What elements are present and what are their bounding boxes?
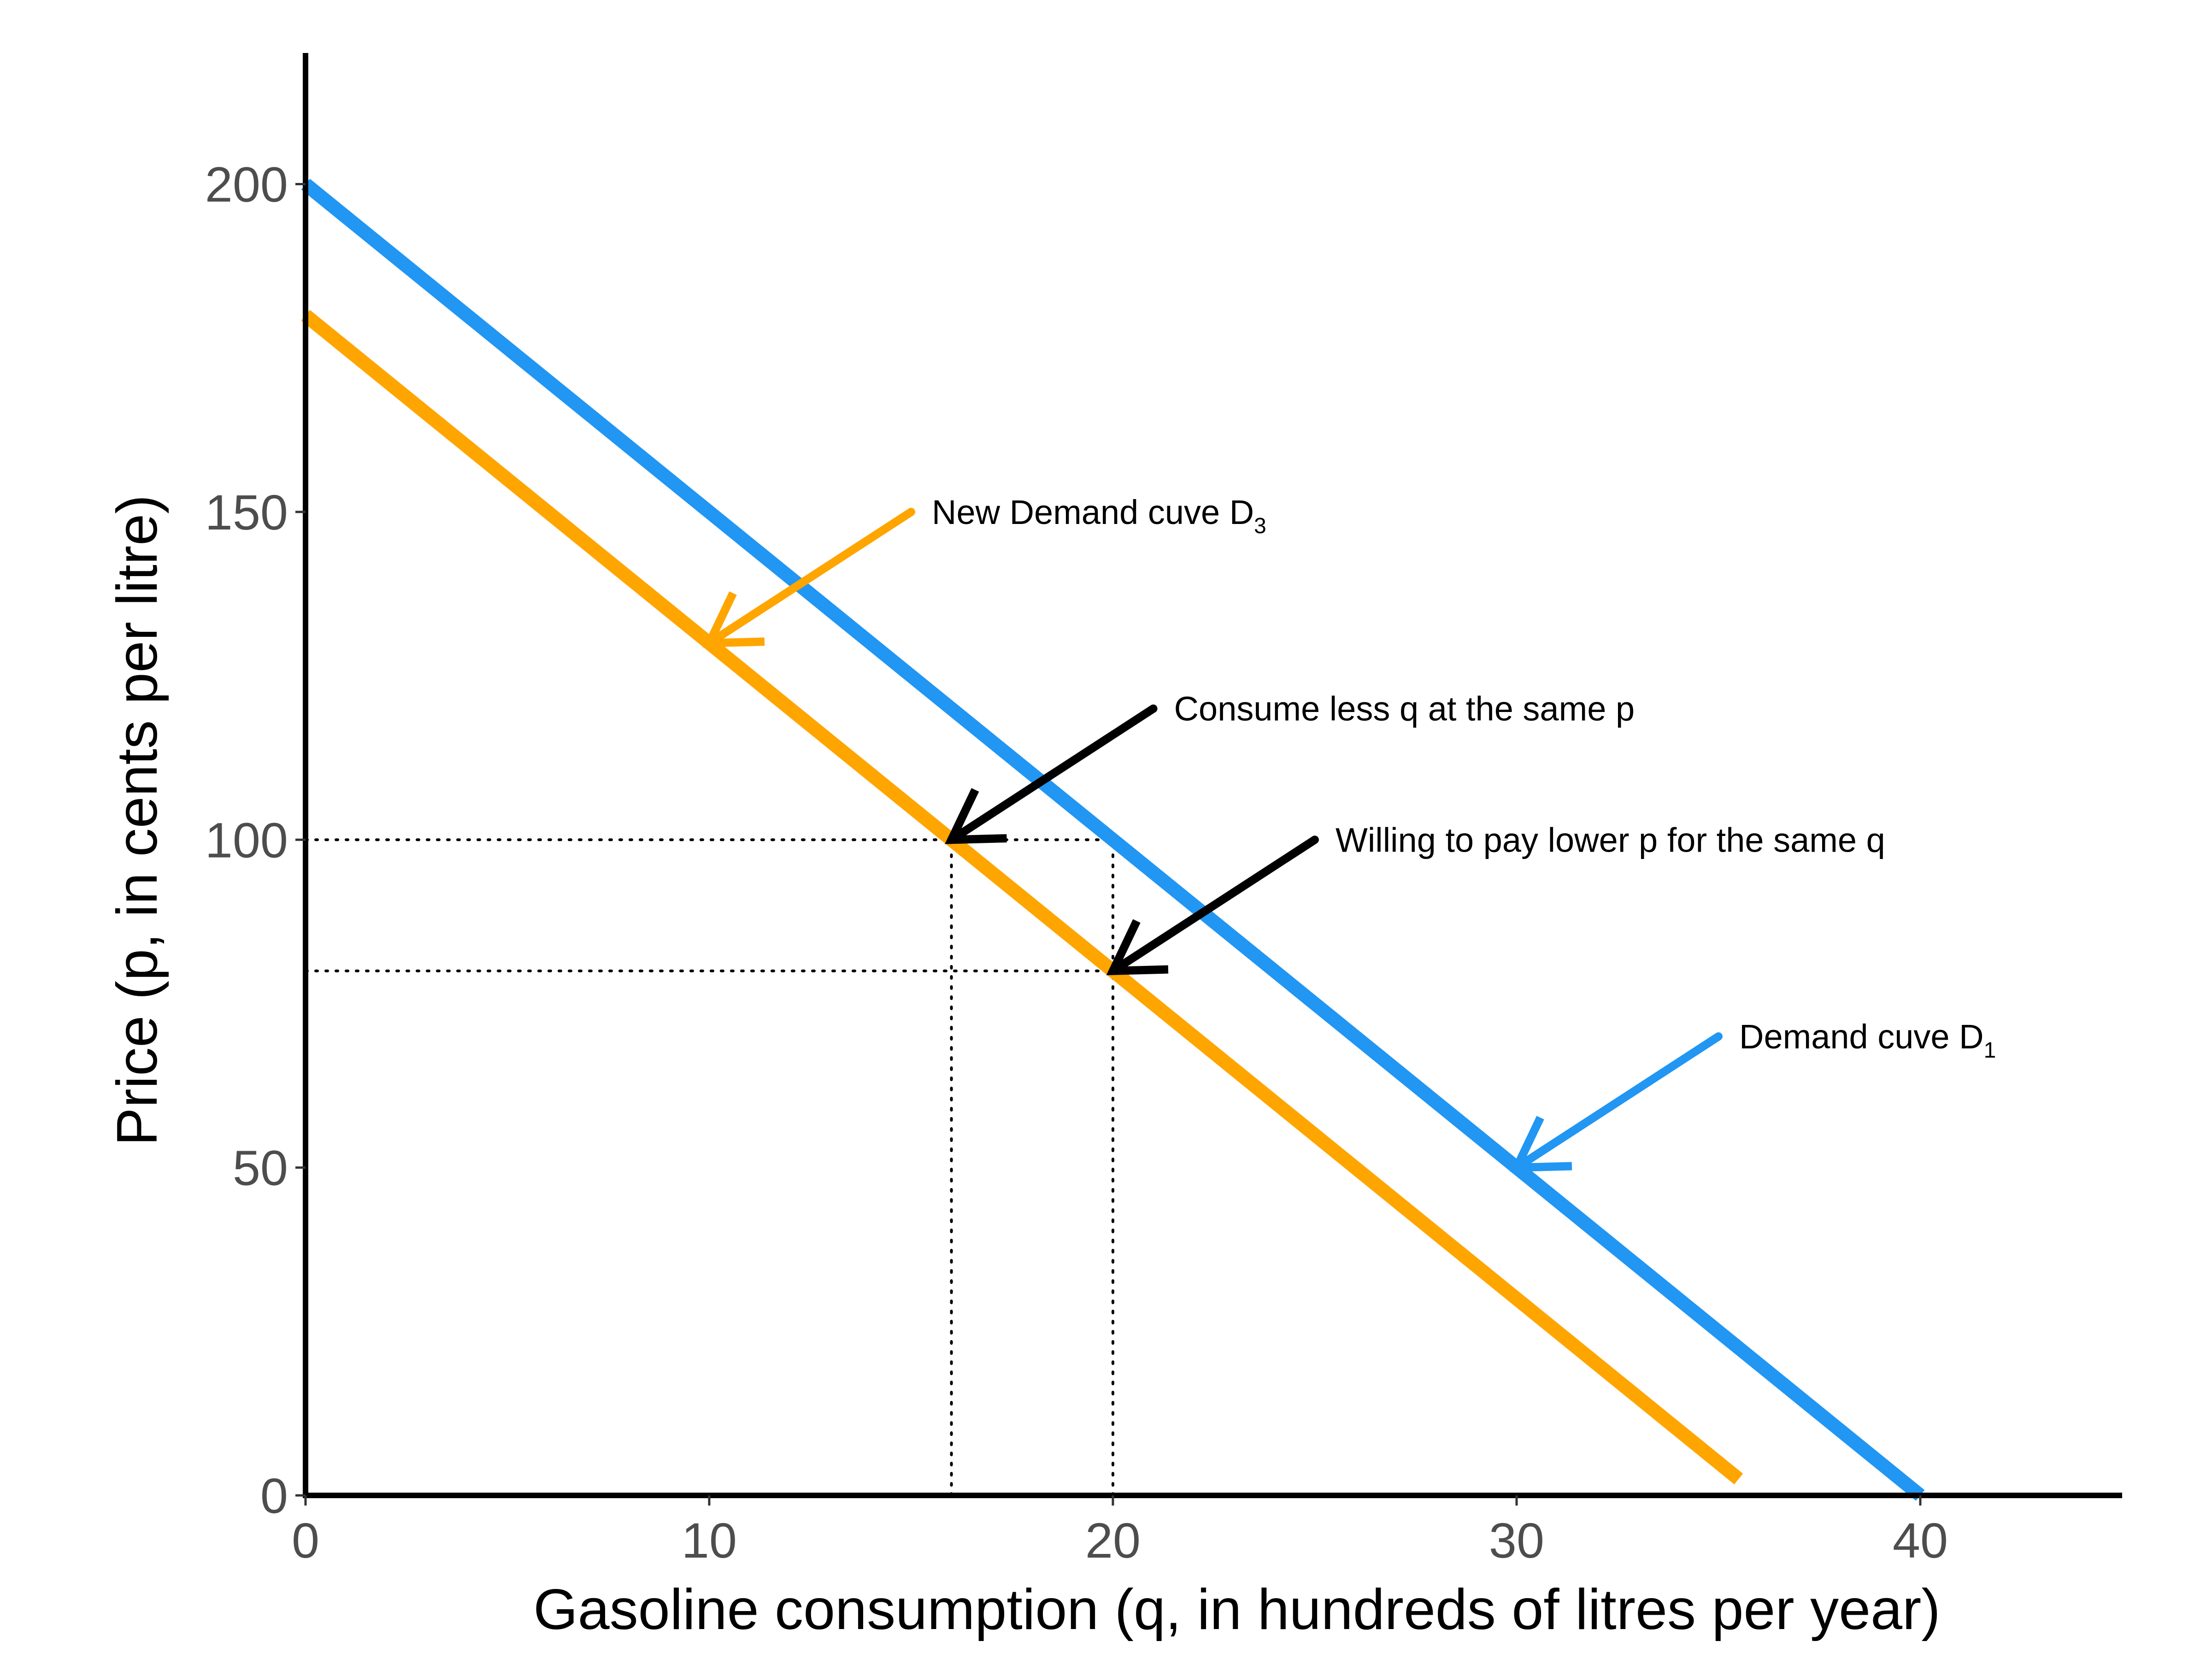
annotation-label: Willing to pay lower p for the same q: [1335, 821, 1885, 859]
x-tick-label: 20: [1085, 1512, 1141, 1568]
arrow-shaft: [705, 507, 915, 647]
arrow-shaft: [1512, 1032, 1723, 1172]
y-tick-label: 100: [205, 812, 288, 868]
demand-series: [301, 178, 1925, 1501]
arrow-shaft: [947, 704, 1158, 844]
annotation-arrow: [702, 507, 915, 647]
annotations: New Demand cuve D3 Consume less q at the …: [702, 493, 1996, 1172]
x-tick-label: 30: [1489, 1512, 1544, 1568]
demand-curve-d3: [301, 310, 1743, 1485]
x-tick-label: 40: [1893, 1512, 1948, 1568]
annotation-label: New Demand cuve D3: [932, 493, 1266, 538]
guide-lines: [304, 838, 1114, 1497]
annotation-arrow: [1106, 835, 1319, 976]
arrow-shaft: [1109, 835, 1319, 975]
demand-curve-d1: [301, 178, 1925, 1501]
y-axis-title: Price (p, in cents per litre): [106, 495, 169, 1146]
arrow-head: [1106, 919, 1169, 976]
arrow-head: [945, 788, 1007, 844]
annotation-arrow: [945, 704, 1158, 844]
annotation-label: Consume less q at the same p: [1174, 690, 1635, 728]
y-tick-label: 150: [205, 484, 288, 540]
x-axis-title: Gasoline consumption (q, in hundreds of …: [533, 1578, 1940, 1641]
y-tick-label: 50: [233, 1140, 288, 1196]
axis-ticks: 0 10 20 30 40 0 50 100 150 200: [205, 157, 1948, 1568]
x-tick-label: 10: [682, 1512, 737, 1568]
arrow-head: [1510, 1116, 1572, 1172]
y-tick-label: 200: [205, 157, 288, 212]
y-tick-label: 0: [260, 1468, 288, 1524]
annotation-arrow: [1510, 1032, 1723, 1172]
axes: [303, 53, 2122, 1498]
annotation-label: Demand cuve D1: [1739, 1018, 1996, 1063]
x-tick-label: 0: [292, 1512, 319, 1568]
arrow-head: [702, 591, 765, 647]
